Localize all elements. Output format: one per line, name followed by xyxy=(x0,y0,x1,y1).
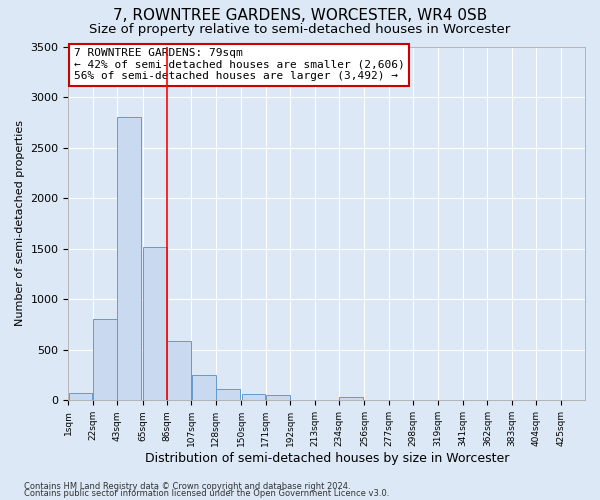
Text: Size of property relative to semi-detached houses in Worcester: Size of property relative to semi-detach… xyxy=(89,22,511,36)
Bar xyxy=(216,389,240,400)
Bar xyxy=(242,394,265,400)
Bar xyxy=(266,396,290,400)
Bar xyxy=(167,340,191,400)
Text: 7, ROWNTREE GARDENS, WORCESTER, WR4 0SB: 7, ROWNTREE GARDENS, WORCESTER, WR4 0SB xyxy=(113,8,487,22)
Bar xyxy=(68,393,92,400)
Bar xyxy=(192,375,215,400)
Y-axis label: Number of semi-detached properties: Number of semi-detached properties xyxy=(15,120,25,326)
Bar xyxy=(93,320,117,400)
Bar xyxy=(118,118,141,401)
X-axis label: Distribution of semi-detached houses by size in Worcester: Distribution of semi-detached houses by … xyxy=(145,452,509,465)
Text: 7 ROWNTREE GARDENS: 79sqm
← 42% of semi-detached houses are smaller (2,606)
56% : 7 ROWNTREE GARDENS: 79sqm ← 42% of semi-… xyxy=(74,48,404,82)
Bar xyxy=(143,246,167,400)
Text: Contains public sector information licensed under the Open Government Licence v3: Contains public sector information licen… xyxy=(24,490,389,498)
Text: Contains HM Land Registry data © Crown copyright and database right 2024.: Contains HM Land Registry data © Crown c… xyxy=(24,482,350,491)
Bar xyxy=(339,398,363,400)
